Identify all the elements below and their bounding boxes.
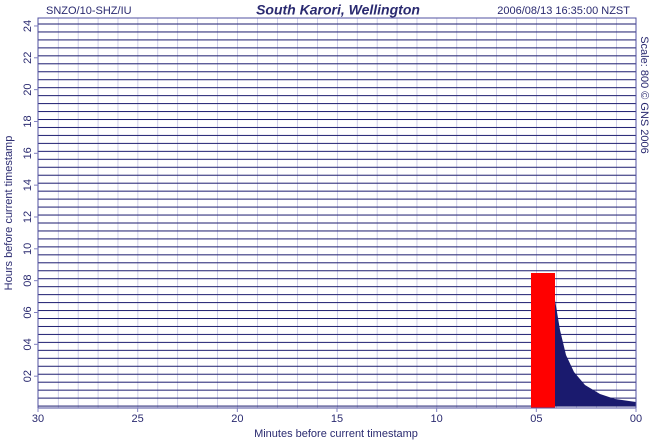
x-tick-label: 10 [431, 413, 443, 425]
event [531, 273, 636, 408]
y-tick-label: 18 [22, 115, 34, 127]
event-block [531, 273, 555, 408]
x-tick-label: 05 [530, 413, 542, 425]
y-tick-label: 04 [22, 338, 34, 350]
y-axis-label: Hours before current timestamp [3, 136, 15, 291]
x-tick-label: 30 [32, 413, 44, 425]
side-note: Scale: 800 © GNS 2006 [638, 36, 650, 154]
y-tick-label: 14 [22, 179, 34, 191]
y-tick-label: 06 [22, 306, 34, 318]
event-coda [555, 300, 636, 406]
x-tick-label: 15 [331, 413, 343, 425]
timestamp: 2006/08/13 16:35:00 NZST [497, 5, 630, 17]
y-tick-label: 20 [22, 84, 34, 96]
station: SNZO/10-SHZ/IU [46, 5, 132, 17]
x-tick-label: 20 [231, 413, 243, 425]
chart-title: South Karori, Wellington [256, 2, 420, 18]
y-tick-label: 24 [22, 20, 34, 32]
y-tick-label: 16 [22, 147, 34, 159]
y-tick-label: 22 [22, 52, 34, 64]
y-tick-label: 12 [22, 211, 34, 223]
x-tick-label: 25 [132, 413, 144, 425]
y-tick-label: 10 [22, 243, 34, 255]
x-tick-label: 00 [630, 413, 642, 425]
y-tick-label: 02 [22, 370, 34, 382]
y-tick-label: 08 [22, 275, 34, 287]
x-axis-label: Minutes before current timestamp [254, 428, 418, 440]
